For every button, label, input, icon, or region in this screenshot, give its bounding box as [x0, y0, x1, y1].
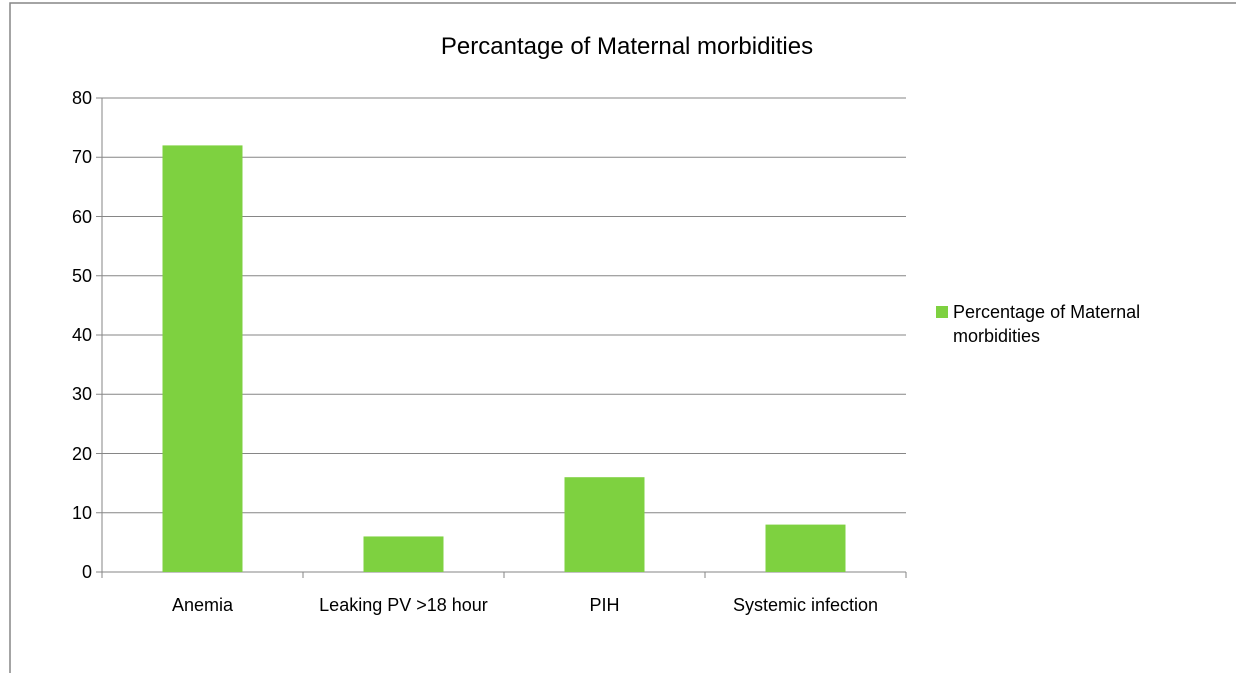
y-tick-label: 80 [71, 88, 92, 108]
y-tick-label: 50 [71, 265, 92, 286]
y-tick-label: 30 [71, 384, 92, 405]
x-tick-label: Systemic infection [732, 595, 879, 615]
y-tick-label: 10 [71, 502, 92, 523]
x-tick-label: Anemia [171, 595, 234, 615]
y-tick-label: 60 [71, 206, 92, 227]
x-tick-label: Leaking PV >18 hour [319, 595, 488, 615]
bar [162, 145, 243, 572]
chart-title: Percantage of Maternal morbidities [440, 33, 814, 60]
x-tick-label: PIH [589, 595, 620, 615]
legend-label: Percentage of Maternal morbidities [953, 302, 1141, 346]
bar [564, 477, 645, 572]
chart-border [9, 2, 1236, 673]
legend-swatch [936, 306, 948, 318]
y-tick-label: 0 [81, 562, 92, 582]
y-tick-label: 40 [71, 325, 92, 345]
y-tick-label: 20 [71, 443, 92, 464]
bar [765, 524, 846, 572]
y-tick-label: 70 [71, 147, 92, 168]
bar [363, 536, 444, 572]
